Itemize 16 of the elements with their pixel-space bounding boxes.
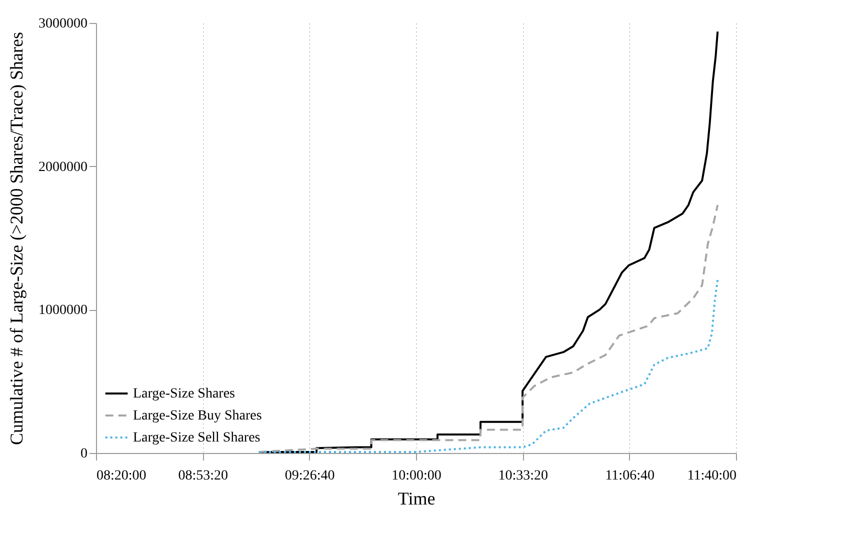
x-tick-label: 11:06:40 bbox=[605, 468, 654, 484]
y-tick-label: 1000000 bbox=[38, 303, 88, 318]
x-tick-label: 10:00:00 bbox=[392, 468, 442, 484]
x-tick-label: 09:26:40 bbox=[284, 468, 335, 484]
x-axis-title: Time bbox=[398, 488, 436, 508]
x-tick-label: 10:33:20 bbox=[498, 468, 548, 484]
legend-label: Large-Size Shares bbox=[133, 386, 235, 402]
y-tick-label: 3000000 bbox=[38, 16, 88, 32]
y-axis-title: Cumulative # of Large-Size (>2000 Shares/Trace) Shares bbox=[6, 32, 26, 446]
x-tick-label: 08:20:00 bbox=[96, 468, 146, 484]
y-tick-label: 2000000 bbox=[38, 160, 88, 175]
legend-label: Large-Size Sell Shares bbox=[133, 430, 260, 446]
legend-label: Large-Size Buy Shares bbox=[133, 408, 262, 424]
x-tick-label: 08:53:20 bbox=[178, 468, 228, 484]
x-tick-label: 11:40:00 bbox=[687, 468, 736, 484]
y-tick-label: 0 bbox=[80, 446, 88, 462]
